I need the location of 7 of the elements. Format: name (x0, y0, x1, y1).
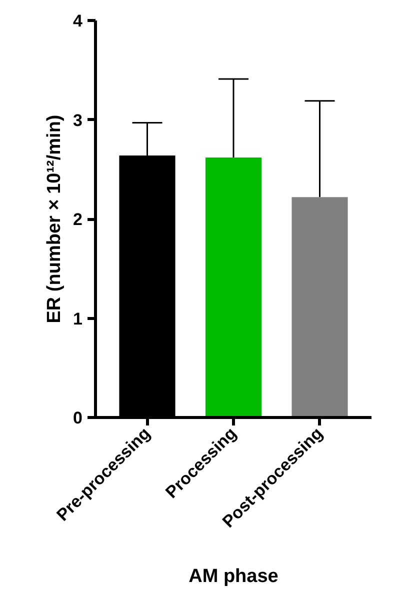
x-axis-title: AM phase (188, 566, 278, 588)
y-tick-label: 2 (73, 210, 83, 229)
y-tick-label: 0 (73, 408, 83, 428)
y-axis-title: ER (number × 10¹²/min) (44, 114, 66, 324)
y-tick-label: 1 (73, 309, 83, 328)
y-tick-label: 3 (73, 110, 83, 130)
y-tick-label: 4 (73, 12, 84, 30)
